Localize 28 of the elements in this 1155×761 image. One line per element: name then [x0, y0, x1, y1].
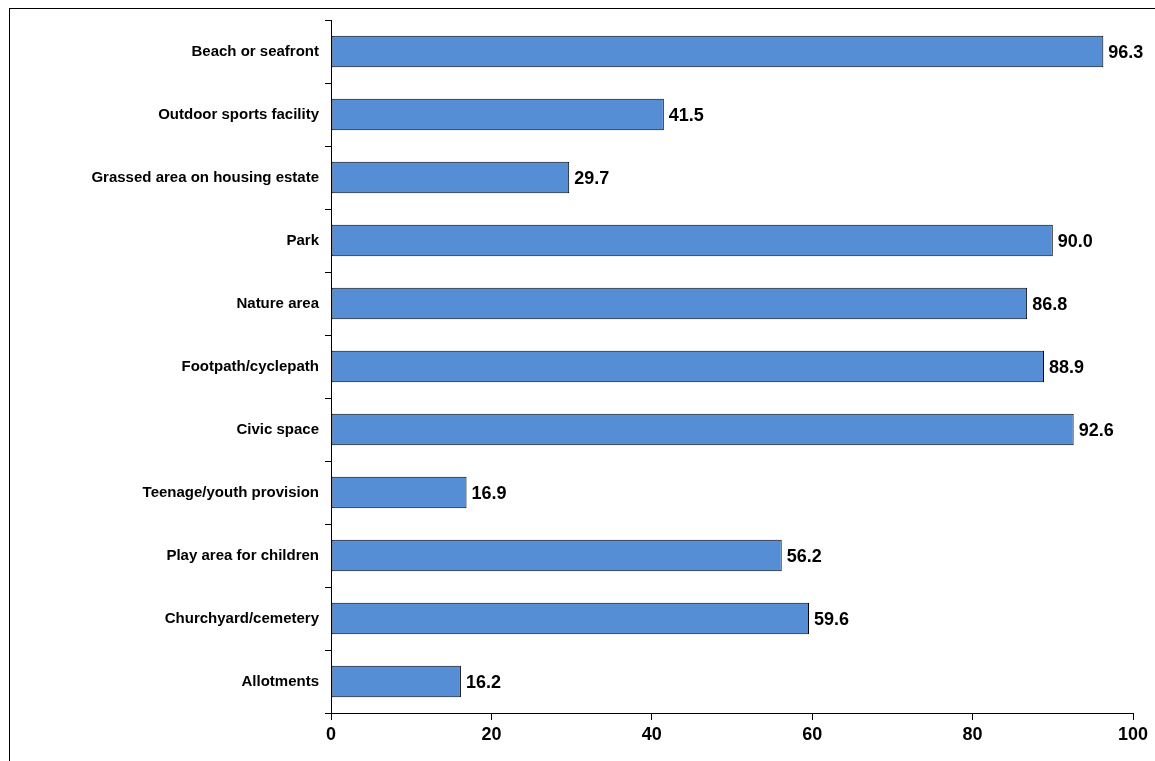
x-tick-label: 80: [962, 723, 983, 744]
y-tick-label: Beach or seafront: [191, 41, 319, 59]
data-label: 16.2: [465, 672, 501, 693]
data-label: 16.9: [471, 483, 507, 504]
data-label: 41.5: [668, 105, 704, 126]
data-label: 92.6: [1078, 420, 1114, 441]
data-label: 29.7: [574, 168, 610, 189]
data-label: 56.2: [786, 546, 822, 567]
x-tick-label: 0: [325, 723, 337, 744]
y-tick-label: Play area for children: [166, 545, 319, 563]
data-label: 90.0: [1057, 231, 1093, 252]
y-tick-label: Park: [286, 230, 320, 248]
y-tick-label: Grassed area on housing estate: [91, 167, 319, 185]
y-tick-label: Churchyard/cemetery: [164, 608, 320, 626]
y-tick-label: Footpath/cyclepath: [181, 356, 319, 374]
x-tick-label: 40: [641, 723, 662, 744]
data-label: 59.6: [813, 609, 850, 630]
data-label: 86.8: [1032, 294, 1068, 315]
y-tick-label: Allotments: [241, 671, 319, 689]
x-tick-label: 60: [802, 723, 823, 744]
y-tick-label: Teenage/youth provision: [142, 482, 319, 500]
y-tick-label: Civic space: [236, 419, 319, 437]
data-label: 88.9: [1048, 357, 1085, 378]
data-label: 96.3: [1108, 42, 1144, 63]
y-tick-label: Outdoor sports facility: [158, 104, 320, 122]
y-tick-label: Nature area: [236, 293, 320, 311]
x-tick-label: 100: [1117, 723, 1149, 744]
x-tick-label: 20: [481, 723, 502, 744]
